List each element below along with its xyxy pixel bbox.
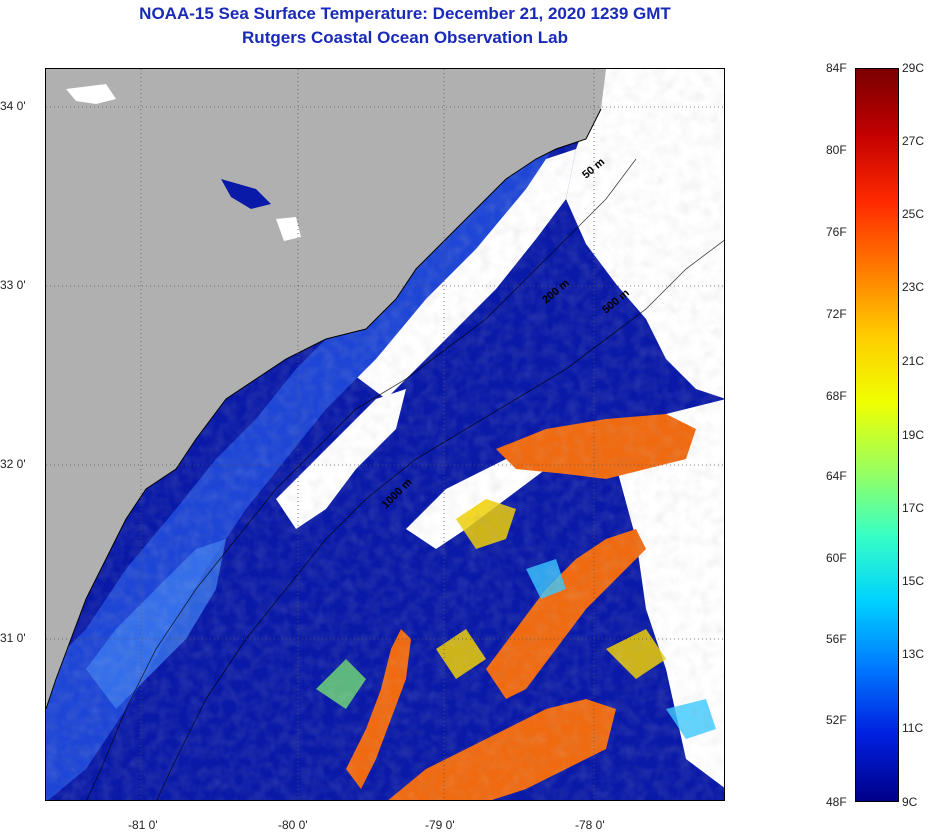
colorbar-label-f: 52F [826, 713, 847, 727]
colorbar-label-c: 17C [902, 501, 925, 515]
colorbar-label-f: 84F [826, 61, 847, 75]
colorbar-label-c: 19C [902, 428, 925, 442]
colorbar-label-f: 48F [826, 795, 847, 809]
colorbar-label-c: 9C [902, 795, 918, 809]
lat-label: 33 0' [0, 278, 26, 292]
inland-cloud-1 [66, 84, 116, 104]
map-title: NOAA-15 Sea Surface Temperature: Decembe… [139, 4, 671, 23]
colorbar-label-c: 11C [902, 721, 924, 735]
land-area [46, 69, 606, 709]
inland-blue-1 [221, 179, 271, 209]
coastline [46, 108, 602, 710]
colorbar-label-f: 76F [826, 225, 847, 239]
colorbar-label-c: 29C [902, 61, 925, 75]
colorbar-label-c: 25C [902, 207, 925, 221]
colorbar-label-f: 80F [826, 143, 847, 157]
colorbar-label-f: 56F [826, 632, 847, 646]
inland-cloud-2 [276, 217, 301, 241]
temperature-colorbar [855, 68, 899, 802]
colorbar-label-f: 68F [826, 389, 847, 403]
colorbar-label-f: 60F [826, 551, 847, 565]
lon-label: -78 0' [575, 818, 605, 832]
colorbar-label-c: 27C [902, 134, 925, 148]
colorbar-label-c: 13C [902, 647, 925, 661]
lat-label: 31 0' [0, 631, 26, 645]
colorbar-label-c: 23C [902, 280, 925, 294]
lon-label: -79 0' [425, 818, 455, 832]
lat-label: 32 0' [0, 457, 26, 471]
lon-label: -80 0' [278, 818, 308, 832]
colorbar-label-f: 64F [826, 469, 847, 483]
isobath-50m [86, 158, 637, 800]
lon-label: -81 0' [128, 818, 158, 832]
isobath-200m [156, 240, 724, 800]
colorbar-label-c: 15C [902, 574, 925, 588]
colorbar-label-c: 21C [902, 354, 925, 368]
lat-label: 34 0' [0, 99, 26, 113]
sst-map: 50 m 200 m 500 m 1000 m [45, 68, 725, 801]
map-subtitle: Rutgers Coastal Ocean Observation Lab [242, 28, 568, 47]
colorbar-label-f: 72F [826, 307, 847, 321]
